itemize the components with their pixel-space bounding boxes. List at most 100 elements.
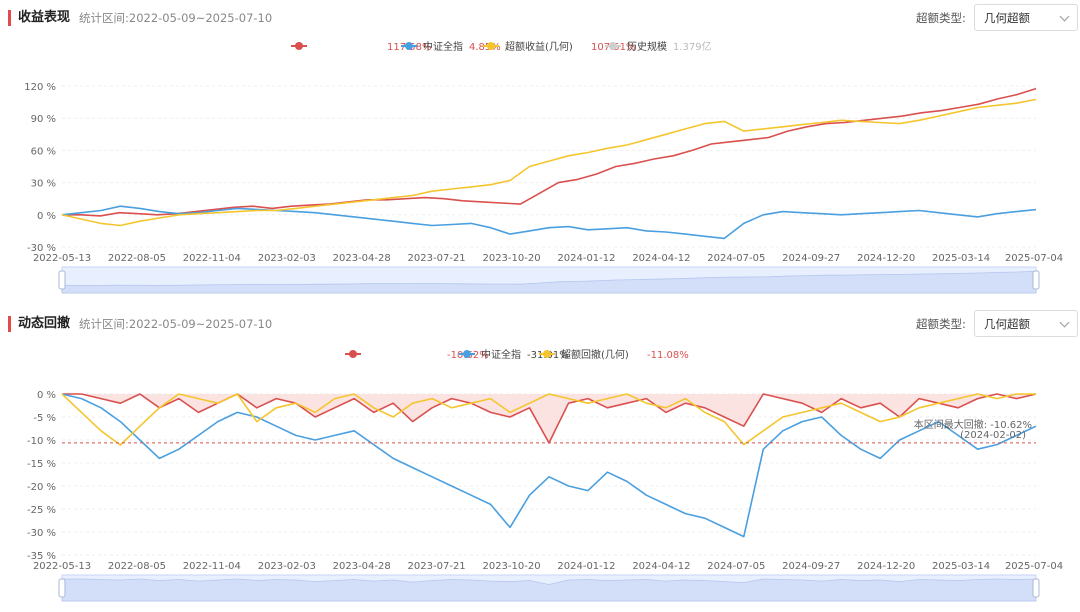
- legend-marker: [349, 350, 357, 358]
- excess-type-label: 超额类型:: [916, 11, 966, 25]
- excess-type-select[interactable]: 几何超额: [974, 4, 1078, 31]
- x-tick-label: 2024-07-05: [707, 561, 765, 572]
- legend-marker: [295, 42, 303, 50]
- x-tick-label: 2024-04-12: [632, 253, 690, 264]
- x-tick-label: 2023-02-03: [258, 253, 316, 264]
- x-tick-label: 2024-09-27: [782, 561, 840, 572]
- y-tick-label: 60 %: [31, 146, 56, 157]
- x-tick-label: 2024-01-12: [557, 561, 615, 572]
- y-tick-label: -30 %: [27, 528, 56, 539]
- drawdown-period: 统计区间:2022-05-09~2025-07-10: [79, 315, 272, 333]
- max-drawdown-label: 本区间最大回撤: -10.62%: [914, 418, 1032, 431]
- drawdown-header: 动态回撤 统计区间:2022-05-09~2025-07-10 超额类型: 几何…: [0, 306, 1080, 342]
- series-area: [62, 394, 1036, 443]
- x-tick-label: 2023-04-28: [333, 561, 391, 572]
- legend-item[interactable]: 历史规模 1.379亿: [605, 40, 712, 53]
- x-tick-label: 2024-01-12: [557, 253, 615, 264]
- x-tick-label: 2023-10-20: [482, 253, 540, 264]
- y-tick-label: -30 %: [27, 243, 56, 254]
- returns-header: 收益表现 统计区间:2022-05-09~2025-07-10 超额类型: 几何…: [0, 0, 1080, 36]
- data-zoom-slider[interactable]: [58, 574, 1040, 602]
- x-tick-label: 2023-07-21: [408, 561, 466, 572]
- x-tick-label: 2024-09-27: [782, 253, 840, 264]
- legend-value: 4.85%: [469, 42, 501, 53]
- legend-marker: [487, 42, 495, 50]
- returns-period: 统计区间:2022-05-09~2025-07-10: [79, 9, 272, 27]
- legend-name-mask: [313, 40, 383, 52]
- zoom-handle-right[interactable]: [1032, 578, 1040, 598]
- y-tick-label: -10 %: [27, 436, 56, 447]
- legend-value: 1.379亿: [673, 40, 712, 53]
- returns-chart[interactable]: 117.58%中证全指4.85%超额收益(几何)107.51%历史规模1.379…: [0, 0, 1080, 306]
- excess-type-select[interactable]: 几何超额: [974, 310, 1078, 337]
- legend-marker: [463, 350, 471, 358]
- series-line[interactable]: [61, 393, 1036, 446]
- y-tick-label: -35 %: [27, 551, 56, 562]
- legend-marker: [609, 42, 617, 50]
- x-tick-label: 2022-08-05: [108, 561, 166, 572]
- x-tick-label: 2025-03-14: [932, 253, 990, 264]
- drawdown-title: 动态回撤: [18, 316, 71, 331]
- y-tick-label: 30 %: [31, 179, 56, 190]
- zoom-handle-right[interactable]: [1032, 270, 1040, 290]
- legend-name: 历史规模: [627, 40, 667, 53]
- period-value: 2022-05-09~2025-07-10: [128, 317, 273, 331]
- y-tick-label: -15 %: [27, 459, 56, 470]
- title-accent-bar: [8, 10, 11, 26]
- x-tick-label: 2022-11-04: [183, 561, 241, 572]
- legend-marker: [543, 350, 551, 358]
- series-line[interactable]: [61, 393, 1037, 538]
- max-drawdown-annotation: 本区间最大回撤: -10.62%(2024-02-02): [914, 418, 1032, 441]
- x-tick-label: 2022-05-13: [33, 253, 91, 264]
- zoom-silhouette: [61, 270, 1037, 294]
- excess-type-value: 几何超额: [984, 11, 1030, 25]
- legend-name-mask: [367, 348, 443, 360]
- y-tick-label: -25 %: [27, 505, 56, 516]
- x-tick-label: 2024-12-20: [857, 253, 915, 264]
- legend-name: 中证全指: [423, 40, 463, 53]
- x-tick-label: 2025-07-04: [1005, 561, 1063, 572]
- legend-name: 超额收益(几何): [505, 40, 573, 53]
- drawdown-chart[interactable]: -10.62%中证全指-31.01%超额回撤(几何)-11.08%0 %-5 %…: [0, 306, 1080, 612]
- y-tick-label: 90 %: [31, 114, 56, 125]
- series-line[interactable]: [61, 98, 1037, 227]
- legend-name: 中证全指: [481, 348, 521, 361]
- x-tick-label: 2025-07-04: [1005, 253, 1063, 264]
- x-tick-label: 2022-08-05: [108, 253, 166, 264]
- legend-item[interactable]: 中证全指 4.85%: [401, 40, 501, 53]
- y-tick-label: 0 %: [37, 390, 56, 401]
- series-line[interactable]: [61, 205, 1037, 240]
- x-tick-label: 2024-12-20: [857, 561, 915, 572]
- x-tick-label: 2024-07-05: [707, 253, 765, 264]
- data-zoom-slider[interactable]: [58, 266, 1040, 294]
- x-tick-label: 2023-07-21: [408, 253, 466, 264]
- y-tick-label: -20 %: [27, 482, 56, 493]
- period-label: 统计区间:: [79, 11, 129, 25]
- returns-title: 收益表现: [18, 10, 71, 25]
- x-tick-label: 2022-11-04: [183, 253, 241, 264]
- x-tick-label: 2025-03-14: [932, 561, 990, 572]
- returns-panel: 收益表现 统计区间:2022-05-09~2025-07-10 超额类型: 几何…: [0, 0, 1080, 306]
- excess-type-value: 几何超额: [984, 317, 1030, 331]
- x-tick-label: 2023-04-28: [333, 253, 391, 264]
- y-tick-label: -5 %: [33, 413, 56, 424]
- legend-value: -11.08%: [647, 350, 689, 361]
- title-accent-bar: [8, 316, 11, 332]
- legend-name: 超额回撤(几何): [561, 348, 629, 361]
- x-tick-label: 2023-02-03: [258, 561, 316, 572]
- excess-type-label: 超额类型:: [916, 317, 966, 331]
- series-line[interactable]: [62, 87, 1037, 217]
- y-tick-label: 0 %: [37, 211, 56, 222]
- zoom-handle-left[interactable]: [58, 270, 66, 290]
- zoom-silhouette: [61, 578, 1037, 602]
- drawdown-panel: 动态回撤 统计区间:2022-05-09~2025-07-10 超额类型: 几何…: [0, 306, 1080, 612]
- x-tick-label: 2024-04-12: [632, 561, 690, 572]
- legend-marker: [405, 42, 413, 50]
- x-tick-label: 2022-05-13: [33, 561, 91, 572]
- zoom-handle-left[interactable]: [58, 578, 66, 598]
- legend-item[interactable]: 超额回撤(几何) -11.08%: [539, 348, 689, 361]
- max-drawdown-date: (2024-02-02): [960, 430, 1026, 441]
- x-tick-label: 2023-10-20: [482, 561, 540, 572]
- y-tick-label: 120 %: [24, 82, 56, 93]
- period-value: 2022-05-09~2025-07-10: [128, 11, 273, 25]
